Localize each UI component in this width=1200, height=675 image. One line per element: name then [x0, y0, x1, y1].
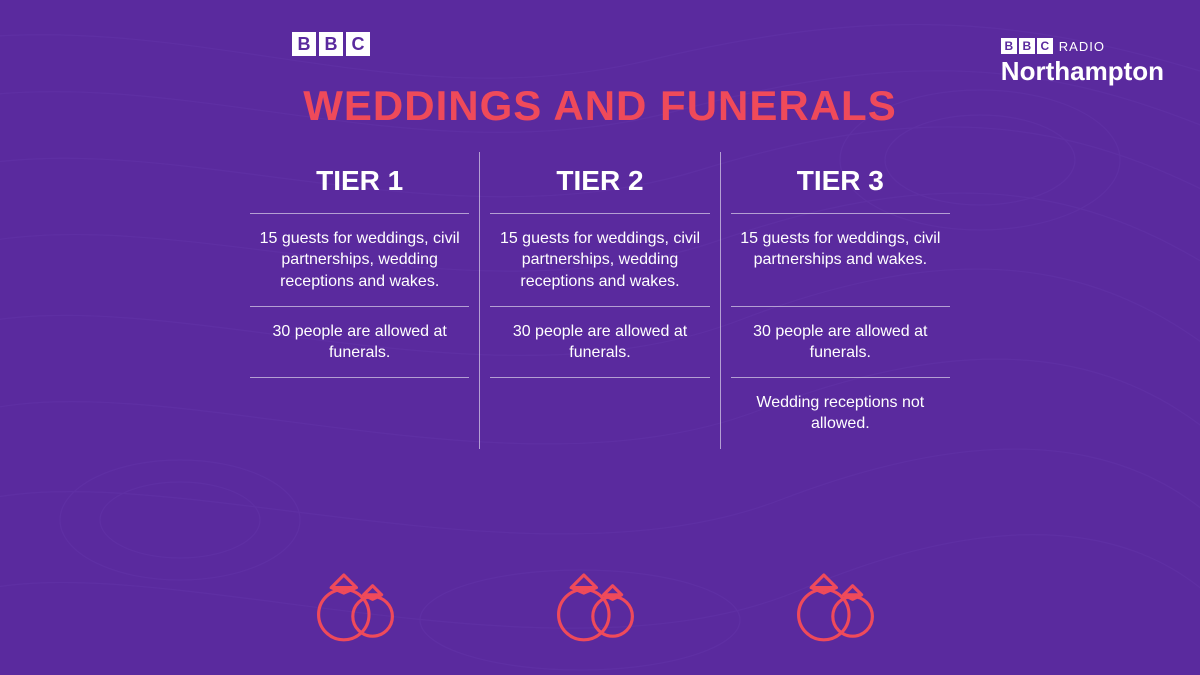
- cell-t1-r2: 30 people are allowed at funerals.: [240, 307, 479, 378]
- bbc-small-1: B: [1001, 38, 1017, 54]
- rings-icon: [480, 557, 720, 647]
- bbc-block-1: B: [292, 32, 316, 56]
- table-row: 30 people are allowed at funerals. 30 pe…: [240, 307, 960, 378]
- table-row: Wedding receptions not allowed.: [240, 378, 960, 449]
- rings-icon: [720, 557, 960, 647]
- cell-t3-r2: 30 people are allowed at funerals.: [720, 307, 960, 378]
- table-header-row: TIER 1 TIER 2 TIER 3: [240, 152, 960, 214]
- rings-icon: [240, 557, 480, 647]
- table-row: 15 guests for weddings, civil partnershi…: [240, 214, 960, 307]
- tier-table: TIER 1 TIER 2 TIER 3 15 guests for weddi…: [240, 152, 960, 449]
- bbc-logo: B B C: [292, 32, 370, 56]
- cell-t1-r1: 15 guests for weddings, civil partnershi…: [240, 214, 479, 307]
- cell-t3-r3: Wedding receptions not allowed.: [720, 378, 960, 449]
- header-tier3: TIER 3: [720, 152, 960, 214]
- ring-icons-row: [240, 557, 960, 647]
- cell-t2-r2: 30 people are allowed at funerals.: [479, 307, 719, 378]
- cell-t3-r1: 15 guests for weddings, civil partnershi…: [720, 214, 960, 307]
- radio-text: RADIO: [1059, 39, 1105, 54]
- header-tier1: TIER 1: [240, 152, 479, 214]
- cell-t2-r3: [479, 378, 719, 449]
- bbc-small-2: B: [1019, 38, 1035, 54]
- page-title: WEDDINGS AND FUNERALS: [0, 82, 1200, 130]
- bbc-block-3: C: [346, 32, 370, 56]
- bbc-radio-logo: B B C RADIO Northampton: [1001, 38, 1164, 87]
- bbc-small-3: C: [1037, 38, 1053, 54]
- cell-t2-r1: 15 guests for weddings, civil partnershi…: [479, 214, 719, 307]
- bbc-block-2: B: [319, 32, 343, 56]
- header-tier2: TIER 2: [479, 152, 719, 214]
- cell-t1-r3: [240, 378, 479, 449]
